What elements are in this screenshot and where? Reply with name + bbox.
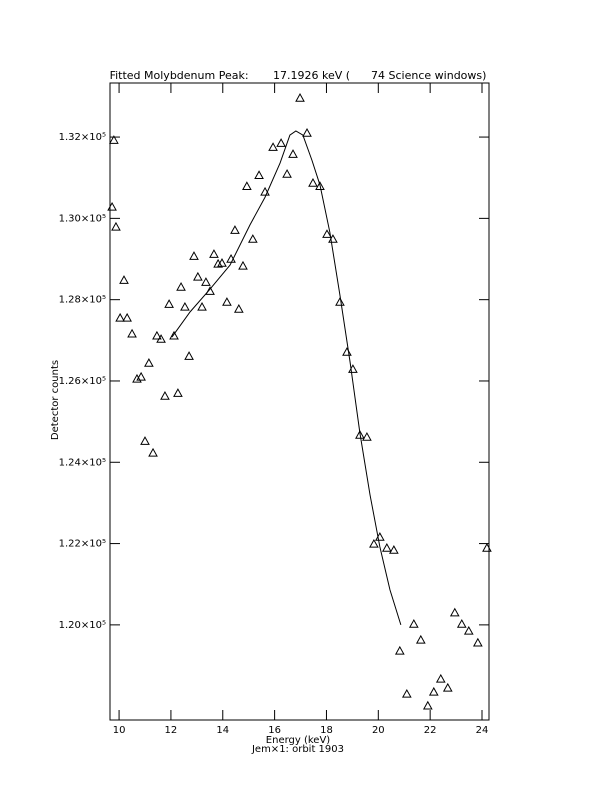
y-tick-label: 1.24×10⁵ <box>59 457 106 468</box>
plot-frame <box>109 82 490 721</box>
data-point <box>355 430 365 439</box>
data-point <box>463 625 474 635</box>
data-point <box>322 229 332 238</box>
data-point <box>335 297 345 306</box>
fit-line <box>171 130 402 626</box>
y-tick-label: 1.28×10⁵ <box>59 295 106 306</box>
data-point <box>276 138 286 147</box>
data-point <box>369 538 379 548</box>
x-tick-label: 22 <box>424 725 437 736</box>
data-point <box>122 312 132 322</box>
data-point <box>209 249 219 258</box>
data-point <box>160 390 170 400</box>
data-point <box>107 201 117 211</box>
x-tick-label: 16 <box>268 725 281 736</box>
data-point <box>254 170 264 179</box>
data-point <box>111 221 121 231</box>
data-point <box>302 127 312 137</box>
data-point <box>184 351 194 360</box>
data-point <box>473 637 483 647</box>
data-point <box>201 277 211 286</box>
y-tick-label: 1.32×10⁵ <box>59 132 106 143</box>
data-point <box>127 328 137 338</box>
subtitle: Jem×1: orbit 1903 <box>251 744 344 755</box>
y-tick-label: 1.26×10⁵ <box>59 376 106 387</box>
data-point <box>197 301 207 311</box>
data-point <box>205 286 215 295</box>
chart-title: Fitted Molybdenum Peak: 17.1926 keV ( 74… <box>110 69 487 82</box>
x-tick-label: 24 <box>476 725 489 736</box>
data-point <box>176 282 186 291</box>
data-point <box>408 619 419 628</box>
data-point <box>348 364 358 373</box>
data-point <box>422 700 433 710</box>
data-point <box>217 258 227 267</box>
data-point <box>132 373 142 383</box>
data-point <box>156 334 166 343</box>
data-point <box>268 142 278 151</box>
data-point <box>288 149 298 158</box>
data-point <box>394 645 405 655</box>
data-point <box>230 225 240 234</box>
x-axis-label: Energy (keV) <box>266 735 331 746</box>
data-point <box>109 135 119 144</box>
data-point <box>119 275 129 284</box>
data-point <box>242 181 252 190</box>
x-tick-label: 12 <box>165 725 178 736</box>
data-point <box>164 299 174 308</box>
data-point <box>136 371 146 381</box>
x-tick-label: 20 <box>372 725 385 736</box>
data-point <box>428 686 439 696</box>
y-tick-label: 1.20×10⁵ <box>59 620 106 631</box>
x-tick-label: 14 <box>216 725 229 736</box>
data-point <box>140 436 150 445</box>
data-point <box>295 93 305 102</box>
data-point <box>226 253 236 263</box>
data-point <box>247 234 258 243</box>
data-point <box>173 388 183 397</box>
data-point <box>308 177 318 187</box>
y-tick-label: 1.30×10⁵ <box>59 213 106 224</box>
data-point <box>401 688 412 698</box>
y-axis-label: Detector counts <box>50 360 61 440</box>
data-point <box>362 432 372 441</box>
x-tick-label: 10 <box>113 725 126 736</box>
data-point <box>148 447 158 457</box>
data-point <box>115 312 125 322</box>
data-point <box>238 260 248 270</box>
data-point <box>442 682 453 692</box>
data-point <box>222 297 232 306</box>
data-point <box>389 545 399 554</box>
data-point <box>449 607 460 617</box>
data-point <box>435 673 446 683</box>
data-point <box>456 619 467 628</box>
y-tick-label: 1.22×10⁵ <box>59 539 106 550</box>
data-point <box>180 301 190 311</box>
x-tick-label: 18 <box>320 725 333 736</box>
data-point <box>415 634 426 644</box>
data-point <box>315 181 325 190</box>
data-point <box>152 330 162 340</box>
data-point <box>169 330 179 340</box>
data-point <box>342 347 352 356</box>
data-point <box>382 543 392 552</box>
data-point <box>193 271 203 281</box>
data-point <box>282 169 292 178</box>
data-point <box>482 543 492 552</box>
data-point <box>144 358 154 367</box>
data-point <box>189 251 199 260</box>
data-point <box>233 303 244 313</box>
